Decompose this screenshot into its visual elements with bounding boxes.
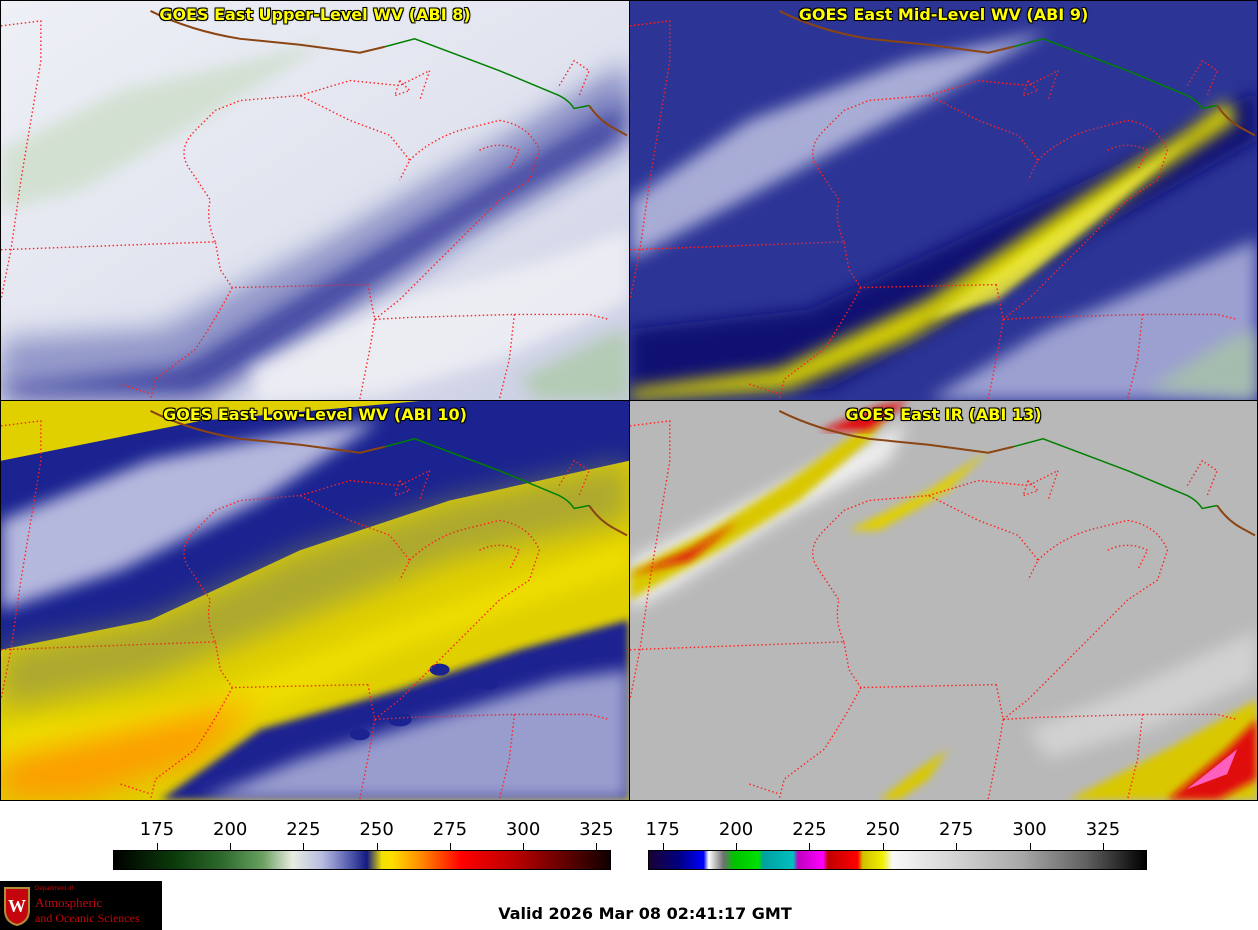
colorbar-tick-mark bbox=[736, 843, 738, 850]
panel-title: GOES East Mid-Level WV (ABI 9) bbox=[798, 5, 1089, 24]
colorbar-tick-label: 225 bbox=[792, 819, 827, 840]
satellite-image-low bbox=[1, 401, 629, 800]
colorbar-tick-mark bbox=[303, 843, 305, 850]
satellite-image-ir bbox=[630, 401, 1257, 800]
panel-ir: GOES East IR (ABI 13) bbox=[629, 400, 1258, 801]
colorbar-wv-gradient bbox=[113, 850, 611, 870]
colorbar-tick-mark bbox=[1102, 843, 1104, 850]
satellite-image-upper bbox=[1, 1, 629, 400]
logo-dept: Department of bbox=[35, 886, 74, 892]
colorbar-tick-mark bbox=[376, 843, 378, 850]
panel-low-level-wv: GOES East Low-Level WV (ABI 10) bbox=[0, 400, 630, 801]
colorbar-tick-label: 225 bbox=[286, 819, 321, 840]
colorbar-tick-label: 300 bbox=[505, 819, 541, 840]
colorbar-wv: 175 200 225 250 275 300 325 bbox=[113, 816, 614, 876]
colorbar-tick-label: 175 bbox=[645, 819, 680, 840]
colorbar-tick-mark bbox=[809, 843, 811, 850]
aos-logo: W Department of Atmospheric and Oceanic … bbox=[0, 881, 162, 930]
colorbar-tick-label: 300 bbox=[1012, 819, 1047, 840]
panel-upper-level-wv: GOES East Upper-Level WV (ABI 8) bbox=[0, 0, 630, 401]
colorbar-tick-label: 250 bbox=[359, 819, 394, 840]
logo-line2: and Oceanic Sciences bbox=[35, 911, 140, 925]
colorbar-tick-label: 200 bbox=[212, 819, 248, 840]
colorbar-tick-mark bbox=[882, 843, 884, 850]
colorbar-tick-label: 325 bbox=[579, 819, 614, 840]
colorbar-tick-label: 275 bbox=[939, 819, 974, 840]
colorbar-tick-mark bbox=[956, 843, 958, 850]
uw-crest-icon: W bbox=[4, 887, 30, 926]
colorbar-tick-label: 325 bbox=[1085, 819, 1121, 840]
svg-text:W: W bbox=[8, 896, 26, 916]
colorbar-tick-label: 200 bbox=[718, 819, 754, 840]
colorbar-ir-ticks: 175 200 225 250 275 300 325 bbox=[645, 816, 1147, 850]
colorbar-ir: 175 200 225 250 275 300 325 bbox=[645, 816, 1147, 876]
colorbar-tick-label: 275 bbox=[432, 819, 468, 840]
colorbar-tick-mark bbox=[662, 843, 664, 850]
colorbar-tick-label: 250 bbox=[865, 819, 900, 840]
colorbar-tick-mark bbox=[230, 843, 232, 850]
panel-mid-level-wv: GOES East Mid-Level WV (ABI 9) bbox=[629, 0, 1258, 401]
colorbar-tick-mark bbox=[596, 843, 598, 850]
colorbar-wv-ticks: 175 200 225 250 275 300 325 bbox=[113, 816, 614, 850]
colorbar-ir-gradient bbox=[648, 850, 1147, 870]
valid-time: Valid 2026 Mar 08 02:41:17 GMT bbox=[498, 904, 792, 923]
logo-line1: Atmospheric bbox=[35, 895, 103, 910]
colorbar-tick-mark bbox=[449, 843, 451, 850]
colorbar-tick-mark bbox=[1029, 843, 1031, 850]
panel-title: GOES East Upper-Level WV (ABI 8) bbox=[159, 5, 471, 24]
satellite-image-mid bbox=[630, 1, 1257, 400]
colorbar-tick-mark bbox=[156, 843, 158, 850]
colorbar-tick-label: 175 bbox=[139, 819, 175, 840]
colorbar-tick-mark bbox=[523, 843, 525, 850]
panel-title: GOES East IR (ABI 13) bbox=[845, 405, 1042, 424]
panel-title: GOES East Low-Level WV (ABI 10) bbox=[163, 405, 467, 424]
